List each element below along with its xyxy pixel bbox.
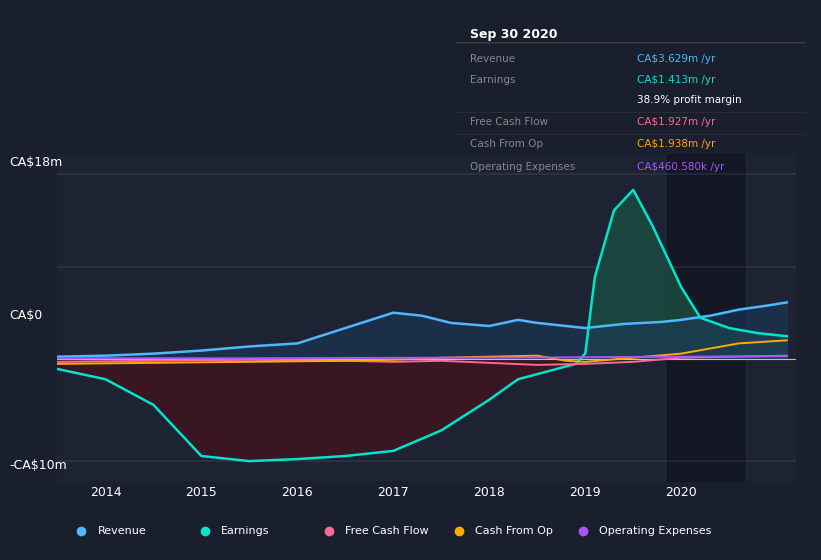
Text: Revenue: Revenue — [470, 54, 515, 64]
Text: Revenue: Revenue — [98, 526, 146, 535]
Text: CA$3.629m /yr: CA$3.629m /yr — [637, 54, 715, 64]
Text: Cash From Op: Cash From Op — [470, 139, 543, 149]
Text: Earnings: Earnings — [221, 526, 269, 535]
Text: Sep 30 2020: Sep 30 2020 — [470, 28, 557, 41]
Text: Operating Expenses: Operating Expenses — [470, 162, 575, 172]
Text: Operating Expenses: Operating Expenses — [599, 526, 711, 535]
Text: Earnings: Earnings — [470, 75, 515, 85]
Text: CA$1.413m /yr: CA$1.413m /yr — [637, 75, 715, 85]
Bar — [667, 154, 744, 482]
Text: CA$1.927m /yr: CA$1.927m /yr — [637, 117, 715, 127]
Text: Free Cash Flow: Free Cash Flow — [470, 117, 548, 127]
Text: CA$0: CA$0 — [10, 309, 43, 321]
Text: CA$460.580k /yr: CA$460.580k /yr — [637, 162, 724, 172]
Text: -CA$10m: -CA$10m — [10, 459, 67, 472]
Text: CA$1.938m /yr: CA$1.938m /yr — [637, 139, 715, 149]
Text: Cash From Op: Cash From Op — [475, 526, 553, 535]
Text: CA$18m: CA$18m — [10, 156, 62, 169]
Text: Free Cash Flow: Free Cash Flow — [345, 526, 428, 535]
Text: 38.9% profit margin: 38.9% profit margin — [637, 96, 741, 105]
